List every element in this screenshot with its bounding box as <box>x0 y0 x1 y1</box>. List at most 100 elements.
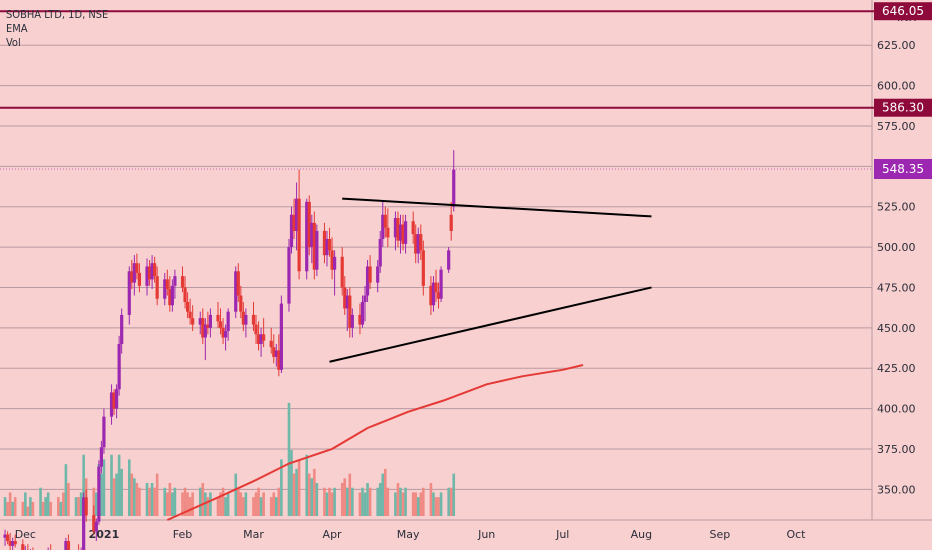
candle-body <box>287 247 291 304</box>
volume-bar <box>290 450 293 516</box>
volume-bar <box>115 473 118 516</box>
volume-bar <box>95 492 98 516</box>
candle-body <box>92 515 96 532</box>
candle-body <box>376 266 380 283</box>
volume-bar <box>313 468 316 516</box>
candle-body <box>325 239 329 256</box>
volume-bar <box>138 487 141 516</box>
candle-body <box>262 334 266 341</box>
candle-body <box>203 324 207 338</box>
volume-bar <box>39 487 42 516</box>
candle-body <box>378 239 382 267</box>
volume-bar <box>376 487 379 516</box>
volume-bar <box>77 497 80 516</box>
volume-bar <box>46 492 50 516</box>
candle-body <box>66 540 71 550</box>
volume-bar <box>315 483 319 516</box>
volume-bar <box>305 454 309 516</box>
symbol-title[interactable]: SOBHA LTD, 1D, NSE <box>6 8 109 21</box>
candle-body <box>163 279 167 299</box>
candle-body <box>147 266 152 280</box>
candle-body <box>305 201 309 272</box>
volume-bar <box>252 497 255 516</box>
volume-bar <box>173 487 177 516</box>
volume-bar <box>236 487 240 516</box>
volume-bar <box>24 492 27 516</box>
volume-bar <box>242 497 245 516</box>
volume-bar <box>221 487 225 516</box>
volume-bar <box>297 459 301 516</box>
candle-body <box>274 350 278 357</box>
candle-body <box>330 250 334 270</box>
volume-bar <box>325 492 329 516</box>
candle-body <box>310 222 314 248</box>
volume-indicator-label[interactable]: Vol <box>6 36 21 49</box>
y-tick-label: 400.00 <box>877 403 916 416</box>
volume-bar <box>378 483 382 516</box>
volume-bar <box>183 487 187 516</box>
candle-body <box>322 230 327 256</box>
candle-body <box>109 392 114 417</box>
candle-body <box>416 234 420 254</box>
volume-bar <box>74 497 78 516</box>
candle-body <box>188 311 192 319</box>
volume-bar <box>44 497 47 516</box>
candle-body <box>216 314 220 322</box>
x-tick-label: May <box>397 528 420 541</box>
volume-bar <box>67 483 70 516</box>
volume-bar <box>120 468 123 516</box>
volume-bar <box>449 487 453 516</box>
volume-bar <box>13 497 17 516</box>
volume-bar <box>82 454 85 516</box>
volume-bar <box>145 483 149 516</box>
candle-body <box>452 169 456 207</box>
price-label-bg <box>874 98 932 117</box>
volume-bar <box>394 492 397 516</box>
candle-body <box>421 250 425 286</box>
price-label: 586.30 <box>882 101 924 115</box>
candle-body <box>292 214 296 231</box>
volume-bar <box>416 497 420 516</box>
candle-body <box>307 201 311 248</box>
volume-bar <box>363 492 367 516</box>
candle-body <box>21 544 25 550</box>
volume-bar <box>414 492 418 516</box>
volume-bar <box>452 473 456 516</box>
volume-bar <box>399 487 402 516</box>
volume-bar <box>150 483 154 516</box>
volume-bar <box>6 501 9 516</box>
volume-bar <box>386 487 390 516</box>
y-tick-label: 425.00 <box>877 362 916 375</box>
ema-indicator-label[interactable]: EMA <box>6 22 28 35</box>
volume-bar <box>310 478 314 516</box>
volume-bar <box>351 487 354 516</box>
candle-body <box>183 287 187 302</box>
volume-bar <box>328 487 331 516</box>
candle-body <box>447 250 451 270</box>
candle-body <box>115 389 119 409</box>
volume-bar <box>21 501 25 516</box>
volume-bar <box>411 492 415 516</box>
volume-bar <box>201 483 205 516</box>
volume-bar <box>181 492 184 516</box>
volume-bar <box>254 492 258 516</box>
volume-bar <box>277 487 281 516</box>
volume-bar <box>340 483 344 516</box>
candle-body <box>102 416 106 448</box>
y-tick-label: 575.00 <box>877 120 916 133</box>
candle-body <box>419 234 423 251</box>
volume-bar <box>292 473 296 516</box>
candle-body <box>6 534 10 541</box>
volume-bar <box>168 483 172 516</box>
candle-body <box>340 256 344 288</box>
candle-body <box>315 230 319 270</box>
volume-bar <box>323 487 326 516</box>
volume-bar <box>224 497 227 516</box>
volume-bar <box>79 492 83 516</box>
candle-body <box>411 221 415 235</box>
volume-bar <box>186 492 189 516</box>
candle-body <box>94 521 98 532</box>
volume-bar <box>102 459 106 516</box>
y-tick-label: 350.00 <box>877 483 916 496</box>
